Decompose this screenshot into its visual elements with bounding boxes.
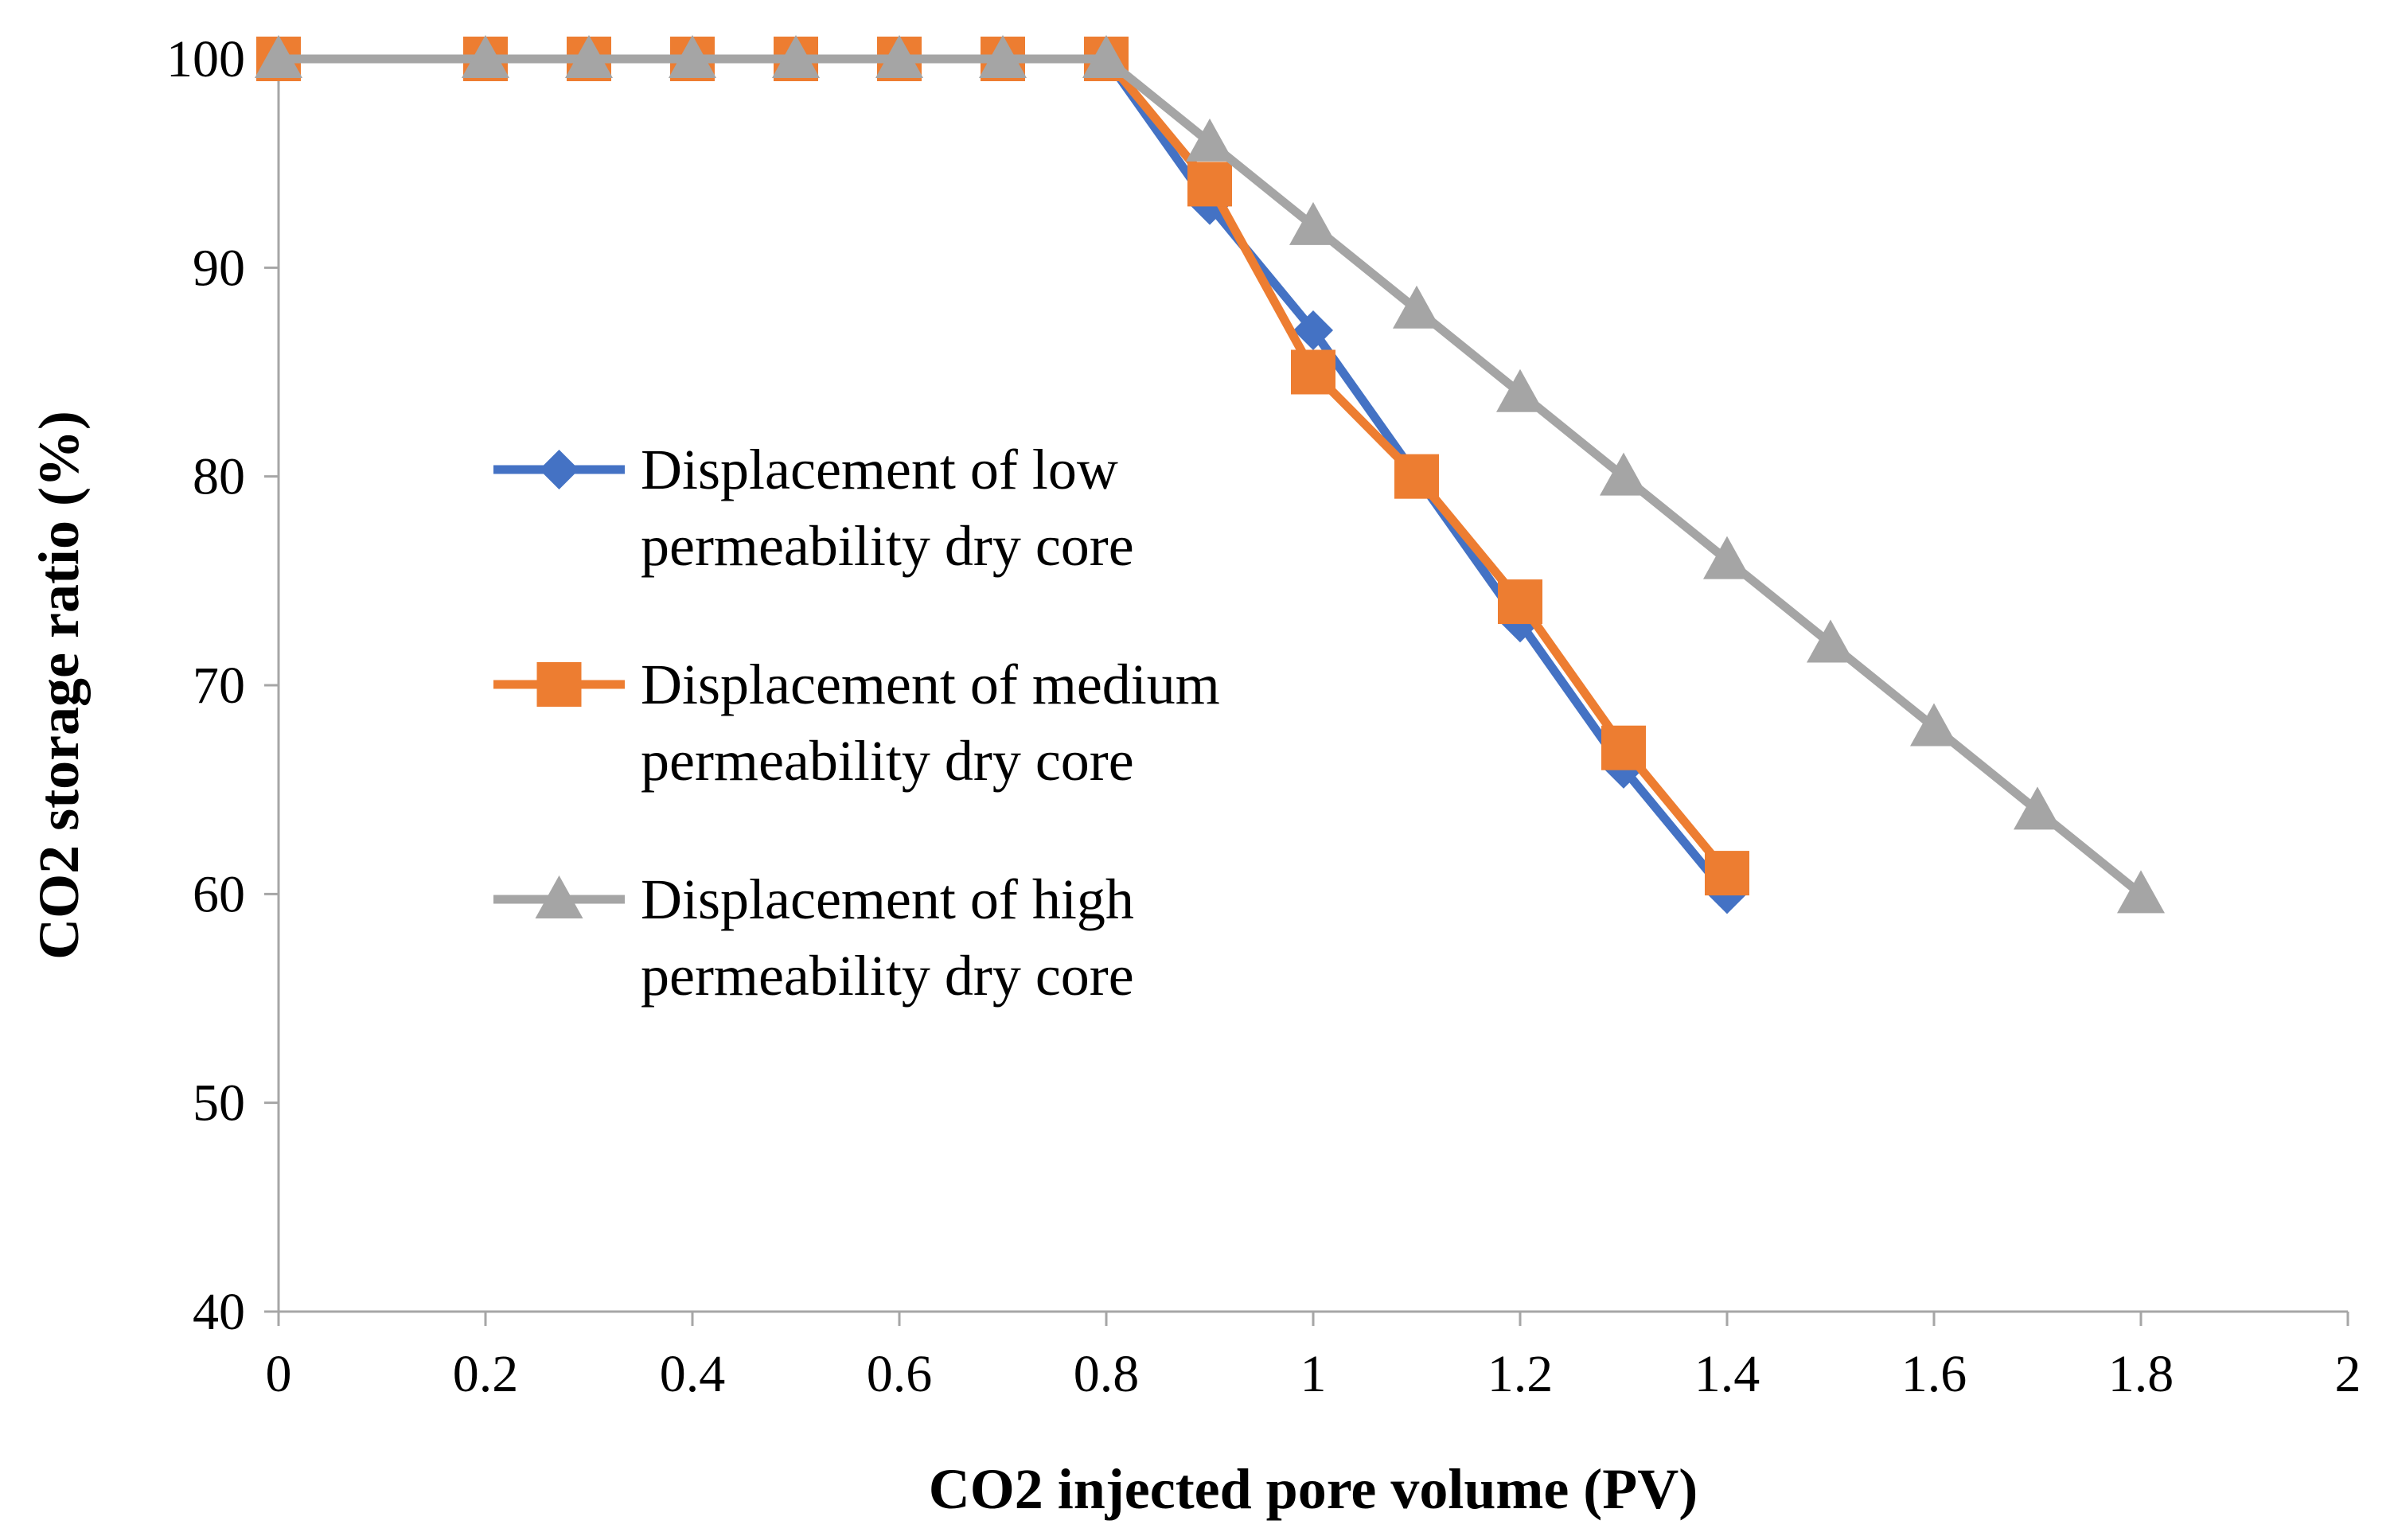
x-tick-label: 0.2 <box>453 1345 519 1403</box>
x-tick-label: 1.4 <box>1694 1345 1760 1403</box>
y-ticks: 40 50 60 70 80 90 100 <box>166 30 279 1341</box>
data-point-triangle <box>979 35 1027 78</box>
legend: Displacement of low permeability dry core… <box>493 438 1220 1008</box>
data-point-triangle <box>2117 870 2165 914</box>
legend-item: Displacement of low permeability dry core <box>493 438 1134 578</box>
x-tick-label: 1 <box>1300 1345 1327 1403</box>
data-point-square <box>1291 349 1335 395</box>
x-tick-label: 1.8 <box>2108 1345 2174 1403</box>
x-tick-label: 2 <box>2335 1345 2361 1403</box>
data-point-triangle <box>772 35 820 78</box>
data-point-triangle <box>565 35 613 78</box>
y-tick-label: 50 <box>193 1074 245 1133</box>
y-tick-label: 100 <box>166 30 245 88</box>
data-point-triangle <box>1289 201 1337 245</box>
data-point-triangle <box>1600 452 1647 496</box>
x-tick-label: 1.2 <box>1487 1345 1554 1403</box>
data-point-triangle <box>2014 786 2061 830</box>
legend-label: permeability dry core <box>641 729 1134 793</box>
x-tick-label: 0.4 <box>660 1345 726 1403</box>
series-triangle <box>255 35 2165 914</box>
y-axis-title: CO2 storage ratio (%) <box>27 411 91 960</box>
legend-label: permeability dry core <box>641 514 1134 578</box>
data-point-triangle <box>1082 35 1130 78</box>
data-point-square <box>1498 579 1542 625</box>
x-ticks: 0 0.2 0.4 0.6 0.8 1 1.2 1.4 1.6 1.8 2 <box>266 1312 2361 1403</box>
legend-item: Displacement of high permeability dry cor… <box>493 867 1134 1008</box>
x-axis-title: CO2 injected pore volume (PV) <box>929 1457 1698 1521</box>
data-point-square <box>1601 725 1646 770</box>
data-point-square <box>1187 162 1232 207</box>
data-point-square <box>1705 851 1749 896</box>
legend-label: Displacement of high <box>641 867 1134 931</box>
x-tick-label: 0 <box>266 1345 292 1403</box>
data-point-triangle <box>875 35 923 78</box>
data-point-triangle <box>1186 118 1234 162</box>
data-point-triangle <box>1496 368 1544 412</box>
x-tick-label: 1.6 <box>1901 1345 1967 1403</box>
data-point-triangle <box>669 35 716 78</box>
legend-label: Displacement of medium <box>641 653 1220 716</box>
data-point-triangle <box>1910 703 1958 747</box>
y-tick-label: 80 <box>193 448 245 506</box>
legend-label: permeability dry core <box>641 944 1134 1008</box>
x-tick-label: 0.6 <box>867 1345 933 1403</box>
y-tick-label: 70 <box>193 657 245 715</box>
legend-item: Displacement of medium permeability dry c… <box>493 653 1220 793</box>
data-point-triangle <box>1807 619 1854 663</box>
legend-marker-square <box>536 662 582 707</box>
data-point-triangle <box>462 35 509 78</box>
legend-marker-triangle <box>535 875 583 918</box>
legend-label: Displacement of low <box>641 438 1118 501</box>
y-tick-label: 40 <box>193 1283 245 1341</box>
y-tick-label: 60 <box>193 865 245 923</box>
data-point-diamond <box>1293 310 1333 351</box>
data-point-square <box>1394 454 1439 499</box>
x-tick-label: 0.8 <box>1074 1345 1140 1403</box>
data-point-triangle <box>1703 536 1751 579</box>
data-point-triangle <box>255 35 302 78</box>
y-tick-label: 90 <box>193 239 245 297</box>
data-point-triangle <box>1393 285 1441 329</box>
legend-marker-diamond <box>539 450 579 489</box>
series-layer <box>255 35 2165 914</box>
